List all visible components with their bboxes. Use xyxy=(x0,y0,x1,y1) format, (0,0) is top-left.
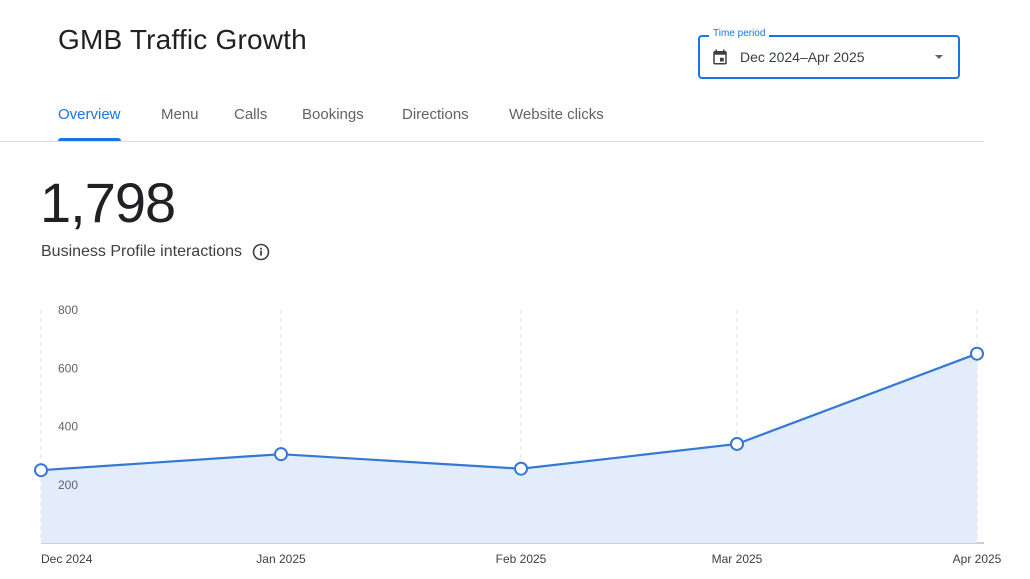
tab-bookings[interactable]: Bookings xyxy=(302,106,364,123)
x-tick-label: Dec 2024 xyxy=(41,552,93,566)
interactions-chart: 200 400 600 800 Dec 2024 Jan 2025 Feb 2025 Mar … xyxy=(34,303,1002,566)
data-point xyxy=(970,346,984,361)
calendar-icon xyxy=(711,48,729,66)
tab-overview[interactable]: Overview xyxy=(58,92,121,141)
tab-calls[interactable]: Calls xyxy=(234,106,268,123)
time-period-legend: Time period xyxy=(709,28,770,39)
tab-bar: Overview Menu Calls Bookings Directions … xyxy=(0,92,984,142)
x-tick-label: Mar 2025 xyxy=(712,552,763,566)
metric-label: Business Profile interactions xyxy=(41,243,270,261)
tab-menu[interactable]: Menu xyxy=(161,106,199,123)
data-point xyxy=(34,463,48,478)
area-fill xyxy=(41,353,977,543)
tab-directions[interactable]: Directions xyxy=(402,106,469,123)
time-period-select[interactable]: Time period Dec 2024–Apr 2025 xyxy=(698,28,960,79)
page-title: GMB Traffic Growth xyxy=(58,24,307,55)
data-point xyxy=(514,461,528,476)
time-period-value: Dec 2024–Apr 2025 xyxy=(740,49,865,65)
y-tick-label: 400 xyxy=(58,420,78,434)
data-point xyxy=(730,436,744,451)
x-tick-label: Apr 2025 xyxy=(953,552,1002,566)
tab-website-clicks[interactable]: Website clicks xyxy=(509,106,604,123)
y-tick-label: 800 xyxy=(58,303,78,317)
y-tick-label: 600 xyxy=(58,361,78,375)
info-icon[interactable] xyxy=(252,243,270,261)
dropdown-caret-icon xyxy=(932,52,946,62)
total-interactions-value: 1,798 xyxy=(40,171,176,234)
metric-label-text: Business Profile interactions xyxy=(41,243,242,260)
x-tick-label: Jan 2025 xyxy=(256,552,306,566)
y-tick-label: 200 xyxy=(58,478,78,492)
x-tick-label: Feb 2025 xyxy=(496,552,547,566)
data-point xyxy=(274,447,288,462)
